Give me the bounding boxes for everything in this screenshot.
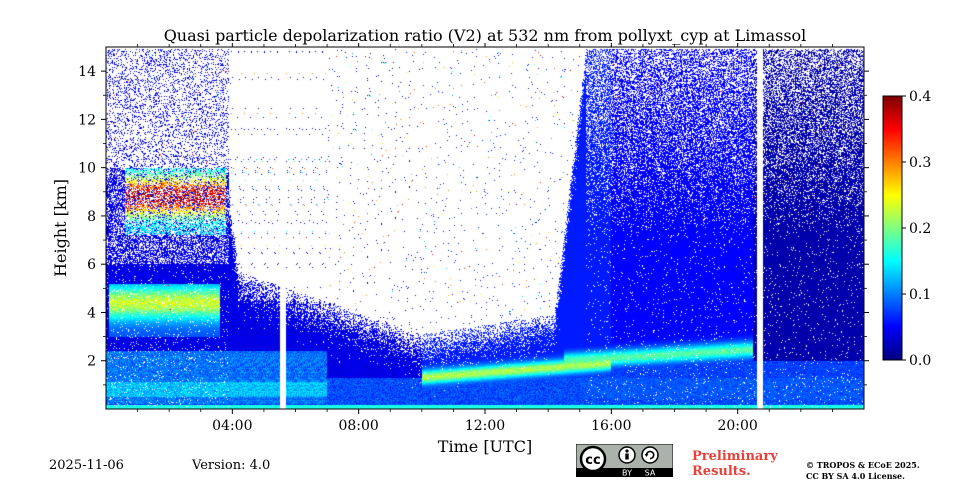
colorbar-gradient bbox=[883, 96, 902, 360]
y-axis: 2 4 6 8 10 12 14 bbox=[78, 64, 869, 386]
colorbar-tick-label: 0.2 bbox=[909, 221, 931, 237]
y-axis-label: Height [km] bbox=[51, 179, 70, 277]
x-tick-label: 04:00 bbox=[212, 418, 252, 434]
colorbar-ticks: 0.0 0.1 0.2 0.3 0.4 bbox=[902, 89, 931, 369]
cc-logo-text: cc bbox=[585, 453, 600, 468]
x-tick-label: 16:00 bbox=[591, 418, 631, 434]
y-tick-label: 4 bbox=[87, 305, 96, 321]
y-tick-label: 8 bbox=[87, 209, 96, 225]
copyright-note: © TROPOS & ECoE 2025. CC BY SA 4.0 Licen… bbox=[806, 460, 920, 482]
preliminary-line-1: Preliminary bbox=[692, 449, 778, 464]
x-axis: 04:00 08:00 12:00 16:00 20:00 bbox=[137, 43, 833, 434]
copyright-line-2: CC BY SA 4.0 License. bbox=[806, 471, 905, 481]
y-tick-label: 14 bbox=[78, 64, 96, 80]
x-tick-label: 12:00 bbox=[465, 418, 505, 434]
copyright-line-1: © TROPOS & ECoE 2025. bbox=[806, 460, 920, 470]
colorbar-tick-label: 0.3 bbox=[909, 155, 931, 171]
colorbar-tick-label: 0.0 bbox=[909, 353, 931, 369]
preliminary-line-2: Results. bbox=[692, 464, 751, 479]
colorbar-tick-label: 0.1 bbox=[909, 287, 931, 303]
y-tick-label: 12 bbox=[78, 112, 96, 128]
x-axis-label: Time [UTC] bbox=[438, 437, 532, 456]
footer-version: Version: 4.0 bbox=[192, 458, 271, 473]
share-alike-icon bbox=[641, 446, 659, 464]
colorbar: 0.0 0.1 0.2 0.3 0.4 bbox=[882, 89, 931, 369]
cc-logo-icon bbox=[579, 445, 607, 473]
y-tick-label: 10 bbox=[78, 161, 96, 177]
cc-by-sa-badge: cc BY SA bbox=[576, 444, 673, 477]
y-tick-label: 6 bbox=[87, 257, 96, 273]
badge-sa-label: SA bbox=[645, 469, 656, 478]
chart-title: Quasi particle depolarization ratio (V2)… bbox=[164, 26, 807, 45]
x-tick-label: 20:00 bbox=[717, 418, 757, 434]
preliminary-results-note: Preliminary Results. bbox=[692, 449, 778, 479]
footer-date: 2025-11-06 bbox=[49, 458, 124, 473]
y-tick-label: 2 bbox=[87, 354, 96, 370]
depolarization-heatmap bbox=[106, 47, 864, 409]
x-tick-label: 08:00 bbox=[338, 418, 378, 434]
colorbar-tick-label: 0.4 bbox=[909, 89, 931, 105]
badge-by-label: BY bbox=[622, 469, 632, 478]
plot-area bbox=[105, 46, 865, 410]
